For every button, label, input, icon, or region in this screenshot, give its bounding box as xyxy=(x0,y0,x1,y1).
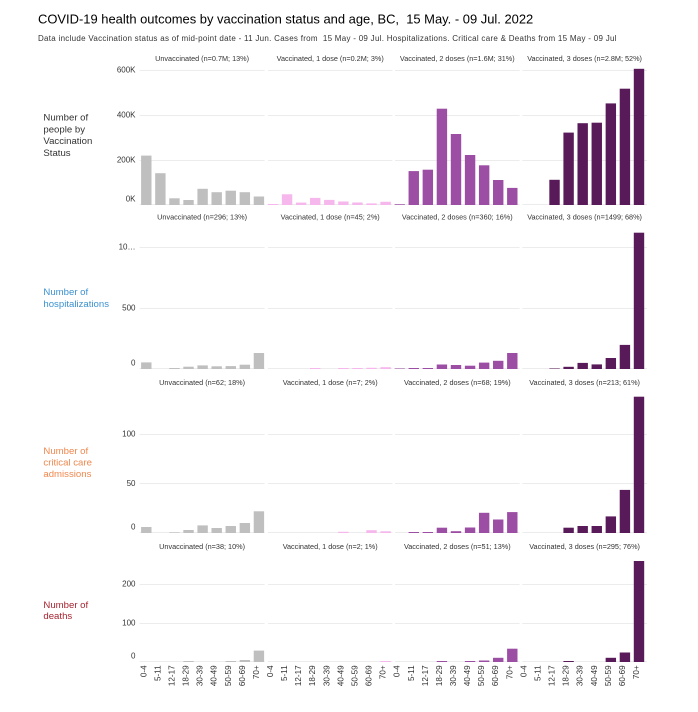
svg-text:admissions: admissions xyxy=(43,469,91,480)
svg-text:Vaccinated, 1 dose (n=7; 2%): Vaccinated, 1 dose (n=7; 2%) xyxy=(283,378,378,387)
svg-text:Vaccinated, 2 doses (n=68; 19%: Vaccinated, 2 doses (n=68; 19%) xyxy=(404,378,511,387)
svg-text:Vaccinated, 1 dose (n=0.2M; 3%: Vaccinated, 1 dose (n=0.2M; 3%) xyxy=(277,54,384,63)
svg-text:50-59: 50-59 xyxy=(350,665,359,686)
svg-text:0-4: 0-4 xyxy=(519,665,528,677)
svg-text:Unvaccinated (n=0.7M; 13%): Unvaccinated (n=0.7M; 13%) xyxy=(155,54,249,63)
svg-text:people by: people by xyxy=(43,124,85,135)
svg-text:200: 200 xyxy=(122,580,136,589)
svg-text:Vaccinated, 2 doses (n=51; 13%: Vaccinated, 2 doses (n=51; 13%) xyxy=(404,542,511,551)
svg-text:0-4: 0-4 xyxy=(393,665,402,677)
svg-text:12-17: 12-17 xyxy=(294,665,303,686)
svg-text:Vaccinated, 3 doses (n=295; 76: Vaccinated, 3 doses (n=295; 76%) xyxy=(529,542,640,551)
svg-text:50-59: 50-59 xyxy=(224,665,233,686)
svg-text:40-49: 40-49 xyxy=(463,665,472,686)
svg-text:40-49: 40-49 xyxy=(336,665,345,686)
svg-text:12-17: 12-17 xyxy=(167,665,176,686)
svg-text:Number of: Number of xyxy=(43,287,88,298)
svg-text:10…: 10… xyxy=(119,243,136,252)
svg-text:400K: 400K xyxy=(117,111,136,120)
svg-text:0-4: 0-4 xyxy=(139,665,148,677)
svg-text:Vaccination: Vaccination xyxy=(43,136,92,147)
svg-text:18-29: 18-29 xyxy=(435,665,444,686)
svg-text:30-39: 30-39 xyxy=(196,665,205,686)
svg-text:0: 0 xyxy=(131,359,136,368)
svg-text:40-49: 40-49 xyxy=(590,665,599,686)
svg-text:hospitalizations: hospitalizations xyxy=(43,299,109,310)
svg-text:Number of: Number of xyxy=(43,113,88,124)
svg-text:18-29: 18-29 xyxy=(562,665,571,686)
svg-text:deaths: deaths xyxy=(43,611,72,622)
svg-text:0: 0 xyxy=(131,523,136,532)
svg-text:Vaccinated, 1 dose (n=2; 1%): Vaccinated, 1 dose (n=2; 1%) xyxy=(283,542,378,551)
svg-text:12-17: 12-17 xyxy=(548,665,557,686)
svg-text:60-69: 60-69 xyxy=(491,665,500,686)
svg-text:50-59: 50-59 xyxy=(604,665,613,686)
svg-text:100: 100 xyxy=(122,619,136,628)
svg-text:18-29: 18-29 xyxy=(308,665,317,686)
svg-text:5-11: 5-11 xyxy=(407,665,416,681)
svg-text:Unvaccinated (n=296; 13%): Unvaccinated (n=296; 13%) xyxy=(157,213,247,222)
svg-text:Vaccinated, 3 doses (n=213; 61: Vaccinated, 3 doses (n=213; 61%) xyxy=(529,378,640,387)
svg-text:70+: 70+ xyxy=(252,665,261,679)
svg-text:Unvaccinated (n=62; 18%): Unvaccinated (n=62; 18%) xyxy=(159,378,245,387)
svg-text:COVID-19 health outcomes by va: COVID-19 health outcomes by vaccination … xyxy=(38,12,533,27)
svg-text:Vaccinated, 3 doses (n=1499; 6: Vaccinated, 3 doses (n=1499; 68%) xyxy=(527,213,642,222)
svg-text:50-59: 50-59 xyxy=(477,665,486,686)
svg-text:30-39: 30-39 xyxy=(449,665,458,686)
svg-text:200K: 200K xyxy=(117,156,136,165)
svg-text:12-17: 12-17 xyxy=(421,665,430,686)
svg-text:50: 50 xyxy=(127,479,136,488)
svg-text:Unvaccinated (n=38; 10%): Unvaccinated (n=38; 10%) xyxy=(159,542,245,551)
svg-text:500: 500 xyxy=(122,304,136,313)
svg-text:Number of: Number of xyxy=(43,600,88,611)
svg-text:70+: 70+ xyxy=(505,665,514,679)
svg-text:40-49: 40-49 xyxy=(210,665,219,686)
svg-text:Status: Status xyxy=(43,148,70,159)
svg-text:Vaccinated, 3 doses (n=2.8M; 5: Vaccinated, 3 doses (n=2.8M; 52%) xyxy=(527,54,642,63)
svg-text:Vaccinated, 1 dose (n=45; 2%): Vaccinated, 1 dose (n=45; 2%) xyxy=(281,213,380,222)
svg-text:30-39: 30-39 xyxy=(576,665,585,686)
svg-text:18-29: 18-29 xyxy=(182,665,191,686)
svg-text:60-69: 60-69 xyxy=(618,665,627,686)
svg-text:70+: 70+ xyxy=(379,665,388,679)
svg-text:5-11: 5-11 xyxy=(280,665,289,681)
svg-text:Vaccinated, 2 doses (n=360; 16: Vaccinated, 2 doses (n=360; 16%) xyxy=(402,213,513,222)
svg-text:600K: 600K xyxy=(117,66,136,75)
svg-text:Number of: Number of xyxy=(43,446,88,457)
svg-text:5-11: 5-11 xyxy=(533,665,542,681)
svg-text:5-11: 5-11 xyxy=(153,665,162,681)
svg-text:Data include Vaccination statu: Data include Vaccination status as of mi… xyxy=(38,34,617,43)
svg-text:60-69: 60-69 xyxy=(238,665,247,686)
svg-text:60-69: 60-69 xyxy=(365,665,374,686)
svg-text:70+: 70+ xyxy=(632,665,641,679)
svg-text:0: 0 xyxy=(131,652,136,661)
svg-text:critical care: critical care xyxy=(43,458,92,469)
svg-text:Vaccinated, 2 doses (n=1.6M; 3: Vaccinated, 2 doses (n=1.6M; 31%) xyxy=(400,54,515,63)
svg-text:0-4: 0-4 xyxy=(266,665,275,677)
svg-text:30-39: 30-39 xyxy=(322,665,331,686)
svg-text:0K: 0K xyxy=(126,195,136,204)
svg-text:100: 100 xyxy=(122,430,136,439)
